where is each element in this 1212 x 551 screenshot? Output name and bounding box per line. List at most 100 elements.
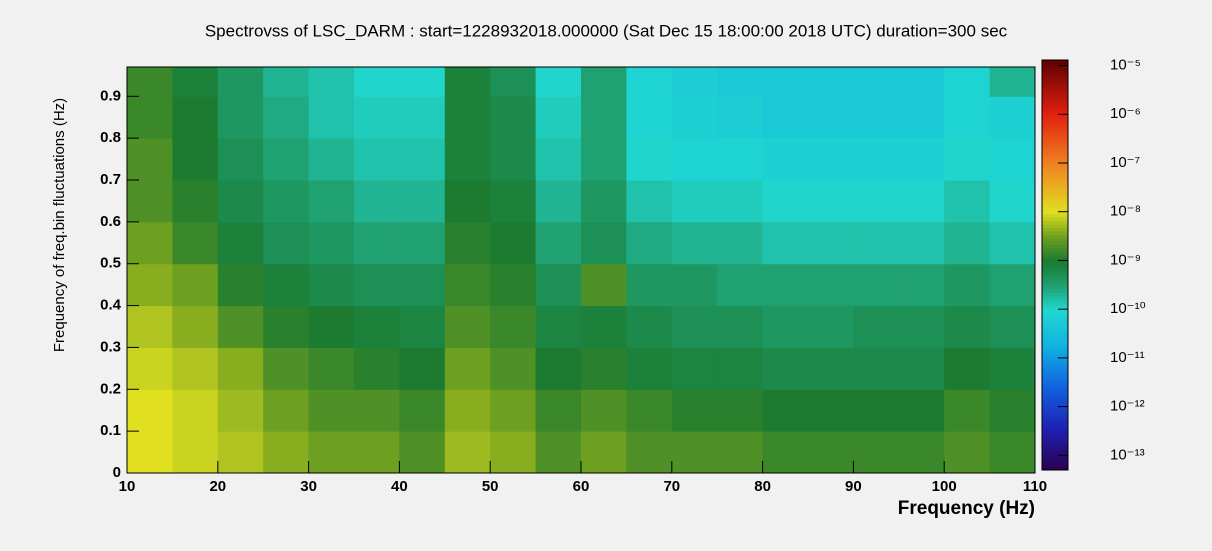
colorbar-swatch bbox=[1042, 316, 1068, 321]
heatmap-cell bbox=[354, 263, 400, 307]
heatmap-cell bbox=[354, 347, 400, 390]
colorbar-tick-label: 10⁻⁶ bbox=[1110, 105, 1141, 122]
y-tick-label: 0.6 bbox=[100, 213, 121, 230]
heatmap-cell bbox=[172, 96, 219, 139]
heatmap-cell bbox=[490, 138, 537, 181]
heatmap-cell bbox=[581, 431, 627, 474]
colorbar-tick-label: 10⁻¹³ bbox=[1110, 446, 1145, 463]
colorbar-swatch bbox=[1042, 384, 1068, 389]
heatmap-cell bbox=[671, 389, 718, 432]
heatmap-cell bbox=[762, 221, 809, 265]
heatmap-cell bbox=[217, 138, 264, 181]
heatmap-cell bbox=[808, 431, 854, 474]
heatmap-cell bbox=[535, 96, 582, 139]
heatmap-cell bbox=[853, 305, 900, 348]
heatmap-cell bbox=[490, 67, 537, 97]
heatmap-cell bbox=[444, 263, 491, 307]
x-tick-label: 90 bbox=[845, 478, 862, 495]
heatmap-cell bbox=[898, 96, 945, 139]
heatmap-cell bbox=[217, 347, 264, 390]
colorbar-swatch bbox=[1042, 299, 1068, 304]
heatmap-cell bbox=[217, 221, 264, 265]
heatmap-cell bbox=[717, 263, 764, 307]
y-tick-label: 0.7 bbox=[100, 171, 121, 188]
heatmap-cell bbox=[535, 221, 582, 265]
heatmap-cell bbox=[853, 96, 900, 139]
colorbar-swatch bbox=[1042, 162, 1068, 167]
colorbar-swatch bbox=[1042, 449, 1068, 454]
colorbar-swatch bbox=[1042, 196, 1068, 201]
heatmap-cell bbox=[717, 221, 764, 265]
colorbar-frame bbox=[1041, 59, 1069, 471]
heatmap-cell bbox=[762, 347, 809, 390]
heatmap-cell bbox=[217, 180, 264, 223]
colorbar-swatch bbox=[1042, 101, 1068, 105]
heatmap-cell bbox=[127, 96, 173, 139]
heatmap-cell bbox=[535, 431, 582, 474]
heatmap-cell bbox=[490, 347, 537, 390]
colorbar-swatch bbox=[1042, 367, 1068, 372]
heatmap-cell bbox=[762, 138, 809, 181]
colorbar-swatch bbox=[1042, 388, 1068, 392]
colorbar-swatch bbox=[1042, 271, 1068, 276]
heatmap-cell bbox=[898, 221, 945, 265]
heatmap-cell bbox=[172, 305, 219, 348]
heatmap-cell bbox=[762, 67, 809, 97]
heatmap-cell bbox=[626, 305, 673, 348]
heatmap-cell bbox=[490, 263, 537, 307]
x-tick-label: 50 bbox=[482, 478, 499, 495]
heatmap-cell bbox=[944, 96, 991, 139]
heatmap-cell bbox=[671, 67, 718, 97]
y-tick-label: 0.4 bbox=[100, 297, 122, 314]
colorbar-swatch bbox=[1042, 319, 1068, 324]
colorbar-swatch bbox=[1042, 179, 1068, 184]
heatmap-cell bbox=[808, 96, 854, 139]
heatmap-cell bbox=[354, 96, 400, 139]
heatmap-cell bbox=[853, 138, 900, 181]
heatmap-cell bbox=[626, 180, 673, 223]
colorbar-swatch bbox=[1042, 241, 1068, 245]
heatmap-cell bbox=[490, 431, 537, 474]
heatmap-cell bbox=[217, 305, 264, 348]
colorbar-swatch bbox=[1042, 97, 1068, 102]
colorbar-tick-label: 10⁻¹¹ bbox=[1110, 349, 1145, 366]
colorbar-swatch bbox=[1042, 261, 1068, 266]
heatmap-cell bbox=[898, 431, 945, 474]
heatmap-cell bbox=[808, 305, 854, 348]
x-tick-label: 100 bbox=[932, 478, 957, 495]
colorbar-swatch bbox=[1042, 111, 1068, 116]
heatmap-cell bbox=[354, 431, 400, 474]
heatmap-cell bbox=[671, 96, 718, 139]
colorbar-swatch bbox=[1042, 333, 1068, 338]
heatmap-cell bbox=[354, 67, 400, 97]
heatmap-cell bbox=[127, 389, 173, 432]
heatmap-cell bbox=[808, 138, 854, 181]
colorbar-swatch bbox=[1042, 189, 1068, 194]
colorbar-swatch bbox=[1042, 251, 1068, 256]
axes: 10 20 30 40 50 60 70 80 90 100 110 0 0.1 0.2 0.3 0.4 0.5… bbox=[100, 57, 1145, 495]
heatmap-cell bbox=[399, 96, 446, 139]
colorbar-swatch bbox=[1042, 87, 1068, 92]
heatmap-cell bbox=[898, 67, 945, 97]
heatmap-cell bbox=[762, 180, 809, 223]
heatmap-cell bbox=[490, 180, 537, 223]
y-tick-label: 0.9 bbox=[100, 87, 121, 104]
heatmap bbox=[127, 67, 1036, 474]
x-tick-label: 30 bbox=[300, 478, 317, 495]
heatmap-cell bbox=[898, 263, 945, 307]
heatmap-cell bbox=[535, 67, 582, 97]
colorbar-swatch bbox=[1042, 336, 1068, 341]
heatmap-cell bbox=[581, 221, 627, 265]
heatmap-cell bbox=[490, 96, 537, 139]
heatmap-cell bbox=[989, 305, 1036, 348]
heatmap-cell bbox=[671, 431, 718, 474]
heatmap-cell bbox=[989, 180, 1036, 223]
colorbar-swatch bbox=[1042, 432, 1068, 437]
colorbar-swatch bbox=[1042, 131, 1068, 136]
colorbar-swatch bbox=[1042, 90, 1068, 95]
heatmap-cell bbox=[308, 305, 355, 348]
heatmap-cell bbox=[808, 263, 854, 307]
heatmap-cell bbox=[263, 347, 310, 390]
x-tick-label: 80 bbox=[754, 478, 771, 495]
